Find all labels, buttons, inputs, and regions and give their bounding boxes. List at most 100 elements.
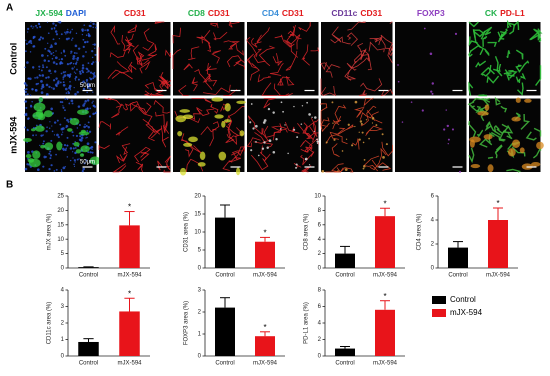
signal <box>172 27 181 44</box>
signal <box>24 100 28 103</box>
y-tick-label: 8 <box>318 208 322 214</box>
signal <box>401 121 404 123</box>
signal <box>68 74 70 76</box>
signal <box>329 127 346 140</box>
image-background <box>321 22 393 96</box>
header-part: PD-L1 <box>500 8 525 18</box>
signal <box>228 41 240 50</box>
bar <box>335 253 355 268</box>
signal <box>62 78 64 80</box>
signal <box>76 90 80 94</box>
signal <box>55 77 58 80</box>
signal <box>467 101 475 107</box>
signal <box>87 32 90 35</box>
signal <box>321 169 325 173</box>
signal <box>83 125 86 129</box>
signal <box>365 119 368 121</box>
signal <box>179 109 191 113</box>
signal <box>178 84 189 96</box>
signal <box>483 26 493 36</box>
signal <box>351 144 354 147</box>
signal <box>50 107 53 111</box>
signal <box>29 39 32 43</box>
signal <box>50 52 53 55</box>
signal <box>48 85 51 89</box>
signal <box>70 30 72 32</box>
signal <box>78 158 80 160</box>
signal <box>41 37 45 40</box>
signal <box>89 24 92 28</box>
signal <box>320 85 337 97</box>
y-tick-label: 15 <box>194 212 201 218</box>
signal <box>536 141 544 150</box>
signal <box>300 123 303 125</box>
y-tick-label: 6 <box>318 304 322 310</box>
signal <box>254 124 258 128</box>
signal <box>231 145 245 161</box>
signal <box>320 122 330 133</box>
signal <box>50 27 53 30</box>
y-tick-label: 0 <box>318 354 322 360</box>
signal <box>172 48 181 69</box>
signal <box>55 33 59 36</box>
signal <box>62 166 66 170</box>
y-axis-title: mJX area (%) <box>47 214 53 251</box>
signal <box>214 114 224 119</box>
signal <box>32 37 35 40</box>
signal <box>250 154 269 171</box>
signal <box>480 66 495 76</box>
signal <box>468 36 478 47</box>
signal <box>472 29 482 49</box>
micrograph <box>23 20 97 96</box>
signal <box>92 112 95 116</box>
signal <box>69 147 73 150</box>
y-tick-label: 4 <box>61 288 65 294</box>
signal <box>72 147 75 150</box>
signal <box>211 50 221 64</box>
signal <box>62 127 65 130</box>
legend-label: Control <box>450 295 476 304</box>
signal <box>111 61 130 79</box>
signal <box>346 32 358 46</box>
signal <box>69 73 72 76</box>
signal <box>92 22 95 26</box>
signal <box>31 88 34 91</box>
micrograph <box>98 97 171 173</box>
signal <box>493 125 500 133</box>
signal <box>94 47 96 49</box>
signal <box>515 97 521 103</box>
signal <box>75 149 82 154</box>
signal <box>77 105 81 108</box>
signal <box>337 124 355 135</box>
bar <box>215 217 235 268</box>
signal <box>470 163 481 169</box>
signal <box>239 130 245 137</box>
signal <box>66 136 69 139</box>
signal <box>35 125 45 132</box>
signal <box>381 141 393 157</box>
signal <box>40 144 45 149</box>
signal <box>308 164 311 166</box>
signal <box>83 24 86 26</box>
signal <box>30 128 36 132</box>
signal <box>301 44 310 66</box>
signal <box>331 26 342 43</box>
signal <box>483 134 493 140</box>
signal <box>65 126 67 129</box>
signal <box>68 102 71 105</box>
header-part: FOXP3 <box>417 8 445 18</box>
signal <box>25 112 28 115</box>
signal <box>45 93 49 96</box>
signal <box>459 170 461 173</box>
signal <box>368 41 385 53</box>
signal <box>70 99 74 103</box>
signal <box>325 134 348 145</box>
signal <box>360 78 383 92</box>
signal <box>486 75 500 84</box>
signal <box>447 138 450 141</box>
significance-marker: * <box>263 323 266 332</box>
signal <box>67 91 71 95</box>
signal <box>43 155 47 159</box>
signal <box>223 89 238 96</box>
signal <box>369 37 383 46</box>
